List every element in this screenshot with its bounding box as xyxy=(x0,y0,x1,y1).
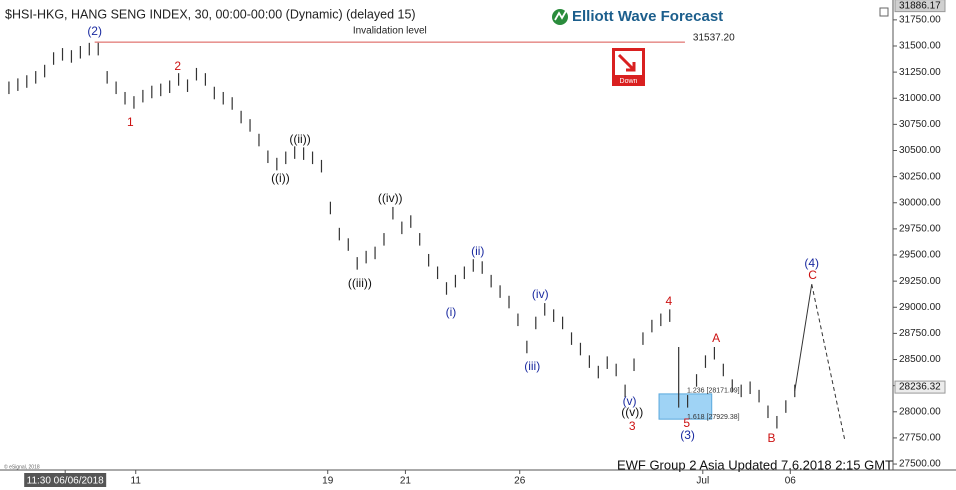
price-marker-label: 31886.17 xyxy=(899,0,941,11)
logo-mark xyxy=(554,10,567,21)
x-tick-label: 06 xyxy=(785,476,797,487)
wave-label: ((i)) xyxy=(271,171,290,185)
logo: Elliott Wave Forecast xyxy=(552,8,723,25)
wave-label: (i) xyxy=(446,305,457,319)
projection-line xyxy=(794,284,813,391)
wave-label: 3 xyxy=(629,419,636,433)
wave-label: ((v)) xyxy=(621,405,643,419)
wave-label: ((iii)) xyxy=(348,276,372,290)
x-tick-label: 11:30 06/06/2018 xyxy=(27,476,105,487)
y-tick-label: 29500.00 xyxy=(899,250,941,261)
y-tick-label: 31750.00 xyxy=(899,14,941,25)
y-tick-label: 30000.00 xyxy=(899,197,941,208)
y-tick-label: 30250.00 xyxy=(899,171,941,182)
price-marker-label: 28236.32 xyxy=(899,382,941,393)
signal-arrow xyxy=(617,53,636,72)
y-tick-label: 28000.00 xyxy=(899,406,941,417)
y-tick-label: 28750.00 xyxy=(899,328,941,339)
wave-label: (v) xyxy=(623,394,637,408)
wave-label: ((iv)) xyxy=(378,191,403,205)
wave-label: 2 xyxy=(174,59,181,73)
y-tick-label: 27500.00 xyxy=(899,459,941,470)
fib-label: 1.236 [28171.09] xyxy=(687,388,740,395)
chart-title: $HSI-HKG, HANG SENG INDEX, 30, 00:00-00:… xyxy=(5,7,416,21)
y-tick-label: 29250.00 xyxy=(899,276,941,287)
invalidation-value: 31537.20 xyxy=(693,33,735,44)
wave-label: 4 xyxy=(666,294,673,308)
wave-label: A xyxy=(712,331,720,345)
fib-box xyxy=(658,393,713,420)
signal-text: Down xyxy=(620,78,638,85)
y-tick-label: 29750.00 xyxy=(899,224,941,235)
x-tick-label: Jul xyxy=(696,476,709,487)
y-tick-label: 30750.00 xyxy=(899,119,941,130)
footer: EWF Group 2 Asia Updated 7.6.2018 2:15 G… xyxy=(617,457,893,472)
x-tick-label: 19 xyxy=(322,476,334,487)
y-tick-label: 30500.00 xyxy=(899,145,941,156)
price-marker-box xyxy=(894,380,946,394)
y-tick-label: 27750.00 xyxy=(899,433,941,444)
y-tick-label: 31000.00 xyxy=(899,93,941,104)
wave-label: (2) xyxy=(87,24,102,38)
y-tick-label: 31250.00 xyxy=(899,67,941,78)
y-tick-label: 31500.00 xyxy=(899,41,941,52)
x-tick-label: 11 xyxy=(131,476,142,487)
copyright: © eSignal, 2018 xyxy=(4,463,40,470)
x-tick-label: 21 xyxy=(400,476,412,487)
wave-label: 1 xyxy=(127,115,134,129)
y-tick-label: 29000.00 xyxy=(899,302,941,313)
wave-label: (4) xyxy=(804,256,819,270)
window-icon xyxy=(879,7,889,17)
x-tick-label: 26 xyxy=(514,476,526,487)
logo-text: Elliott Wave Forecast xyxy=(572,8,723,25)
wave-label: (ii) xyxy=(471,244,484,258)
projection-line xyxy=(811,284,846,441)
signal-icon: Down xyxy=(612,48,645,86)
wave-label: 5 xyxy=(683,416,690,430)
fib-label: 1.618 [27929.38] xyxy=(687,414,740,421)
wave-label: ((ii)) xyxy=(289,132,310,146)
wave-label: B xyxy=(768,431,776,445)
wave-label: (iii) xyxy=(524,359,540,373)
wave-label: (iv) xyxy=(532,287,549,301)
x-cursor-box xyxy=(24,473,107,487)
invalidation-label: Invalidation level xyxy=(353,26,427,37)
wave-label: C xyxy=(808,268,817,282)
wave-label: (3) xyxy=(680,428,695,442)
price-marker-box xyxy=(894,0,946,13)
y-tick-label: 28500.00 xyxy=(899,354,941,365)
